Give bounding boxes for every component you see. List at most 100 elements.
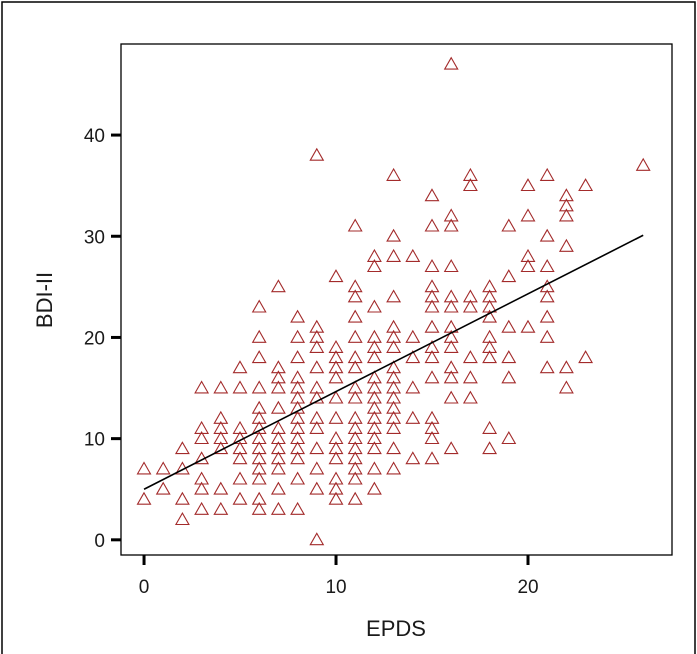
data-point [270, 380, 286, 394]
data-point [328, 390, 344, 404]
data-point [328, 370, 344, 384]
data-point [232, 380, 248, 394]
data-point [328, 269, 344, 283]
data-point [501, 218, 517, 232]
data-point [366, 481, 382, 495]
data-point [424, 218, 440, 232]
data-point [347, 430, 363, 445]
regression-line [143, 234, 644, 490]
data-point [270, 400, 286, 414]
data-point [520, 178, 536, 192]
data-points [136, 56, 651, 546]
data-point [386, 360, 402, 374]
data-point [539, 329, 555, 343]
data-point [251, 329, 267, 343]
data-point [328, 481, 344, 495]
data-point [501, 319, 517, 333]
data-point [309, 461, 325, 475]
data-point [251, 400, 267, 414]
data-point [309, 481, 325, 495]
data-point [366, 248, 382, 262]
data-point [347, 451, 363, 465]
data-point [347, 350, 363, 364]
data-point [443, 299, 459, 313]
data-point [366, 410, 382, 424]
data-point [194, 471, 210, 485]
data-point [366, 430, 382, 445]
data-point [347, 380, 363, 394]
data-point [482, 289, 498, 303]
data-point [386, 319, 402, 333]
data-point [405, 451, 421, 465]
data-point [558, 380, 574, 394]
data-point [539, 309, 555, 323]
data-point [443, 441, 459, 455]
data-point [290, 410, 306, 424]
data-point [443, 289, 459, 303]
data-point [482, 441, 498, 455]
y-tick-label: 20 [84, 328, 105, 349]
data-point [194, 501, 210, 515]
x-axis-label: EPDS [366, 616, 426, 641]
data-point [155, 461, 171, 475]
y-tick-label: 40 [84, 126, 105, 147]
data-point [501, 269, 517, 283]
data-point [309, 410, 325, 424]
data-point [194, 481, 210, 495]
data-point [347, 420, 363, 434]
data-point [386, 410, 402, 424]
data-point [270, 420, 286, 434]
data-point [424, 410, 440, 424]
data-point [251, 451, 267, 465]
data-point [213, 501, 229, 515]
data-point [366, 380, 382, 394]
data-point [290, 350, 306, 364]
data-point [366, 370, 382, 384]
data-point [462, 390, 478, 404]
data-point [405, 329, 421, 343]
data-point [539, 258, 555, 273]
data-point [270, 430, 286, 445]
data-point [405, 248, 421, 262]
data-point [309, 319, 325, 333]
data-point [251, 299, 267, 313]
data-point [443, 370, 459, 384]
data-point [136, 491, 152, 505]
data-point [424, 279, 440, 293]
data-point [328, 441, 344, 455]
data-point [290, 390, 306, 404]
data-point [558, 238, 574, 252]
data-point [347, 461, 363, 475]
x-tick-label: 0 [139, 577, 150, 598]
data-point [328, 491, 344, 505]
data-point [232, 471, 248, 485]
data-point [501, 350, 517, 364]
data-point [347, 491, 363, 505]
data-point [482, 350, 498, 364]
data-point [366, 420, 382, 434]
y-tick-label: 0 [94, 531, 105, 552]
data-point [386, 400, 402, 414]
data-point [232, 360, 248, 374]
data-point [386, 167, 402, 181]
data-point [366, 350, 382, 364]
data-point [290, 370, 306, 384]
data-point [328, 360, 344, 374]
data-point [328, 339, 344, 353]
data-point [539, 360, 555, 374]
data-point [578, 350, 594, 364]
data-point [558, 208, 574, 222]
data-point [290, 441, 306, 455]
data-point [386, 329, 402, 343]
data-point [558, 198, 574, 212]
data-point [443, 339, 459, 353]
y-axis: 0 10 20 30 40 [84, 126, 121, 552]
data-point [309, 339, 325, 353]
data-point [251, 430, 267, 445]
data-point [405, 410, 421, 424]
data-point [443, 208, 459, 222]
data-point [501, 370, 517, 384]
data-point [328, 350, 344, 364]
data-point [251, 410, 267, 424]
